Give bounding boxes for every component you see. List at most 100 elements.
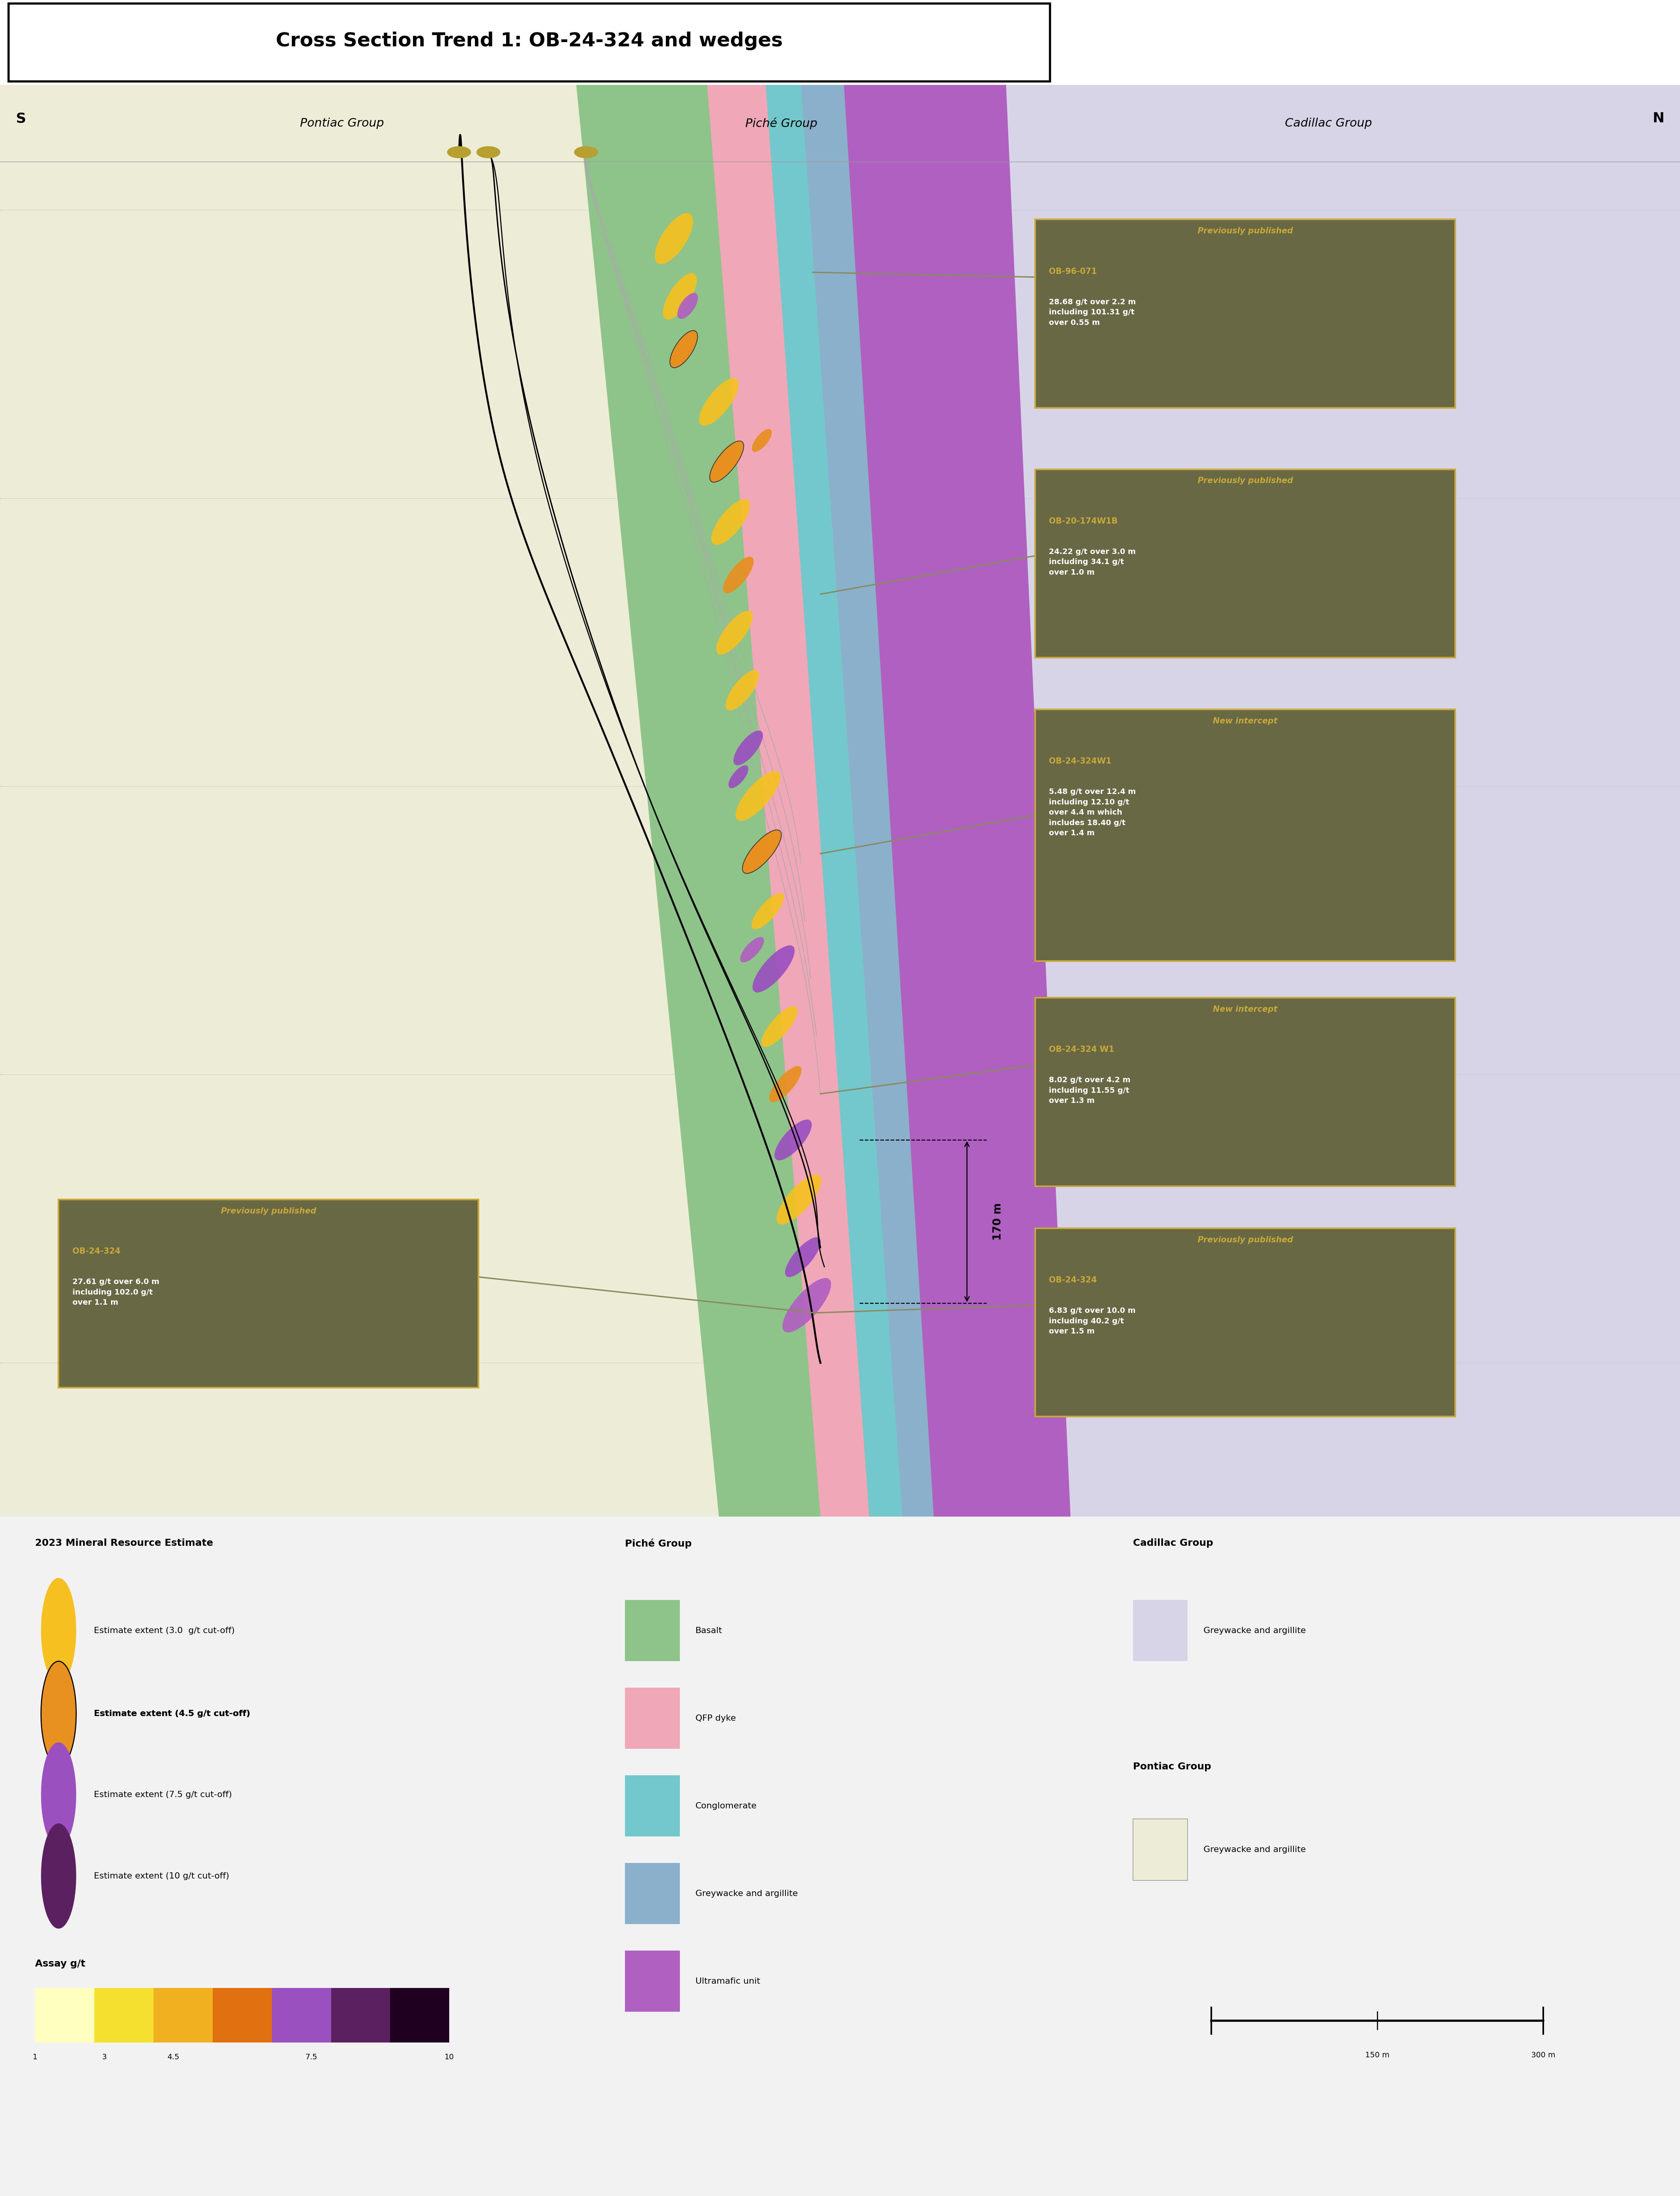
FancyBboxPatch shape <box>1132 1818 1188 1880</box>
Text: 3: 3 <box>102 2053 106 2060</box>
Ellipse shape <box>785 1236 822 1278</box>
Text: 4.5: 4.5 <box>166 2053 180 2060</box>
Ellipse shape <box>711 498 749 545</box>
Ellipse shape <box>726 670 759 712</box>
Text: Previously published: Previously published <box>1198 477 1294 485</box>
FancyBboxPatch shape <box>625 1862 680 1924</box>
Text: 170 m: 170 m <box>993 1203 1003 1241</box>
Ellipse shape <box>670 332 697 367</box>
Text: 27.61 g/t over 6.0 m
including 102.0 g/t
over 1.1 m: 27.61 g/t over 6.0 m including 102.0 g/t… <box>72 1278 160 1307</box>
Polygon shape <box>766 86 902 1517</box>
Ellipse shape <box>40 1579 76 1682</box>
Ellipse shape <box>699 378 739 426</box>
Ellipse shape <box>677 292 697 318</box>
FancyBboxPatch shape <box>625 1774 680 1836</box>
Text: Previously published: Previously published <box>220 1208 316 1214</box>
FancyBboxPatch shape <box>625 1601 680 1660</box>
Text: OB-20-174W1B: OB-20-174W1B <box>1048 518 1117 525</box>
Text: Cadillac Group: Cadillac Group <box>1132 1539 1213 1548</box>
Ellipse shape <box>40 1823 76 1928</box>
Text: 6.83 g/t over 10.0 m
including 40.2 g/t
over 1.5 m: 6.83 g/t over 10.0 m including 40.2 g/t … <box>1048 1307 1136 1335</box>
Polygon shape <box>707 86 869 1517</box>
FancyBboxPatch shape <box>272 1987 331 2042</box>
Text: OB-96-071: OB-96-071 <box>1048 268 1097 274</box>
Ellipse shape <box>761 1006 798 1047</box>
Text: Estimate extent (4.5 g/t cut-off): Estimate extent (4.5 g/t cut-off) <box>94 1711 250 1717</box>
Text: 5.48 g/t over 12.4 m
including 12.10 g/t
over 4.4 m which
includes 18.40 g/t
ove: 5.48 g/t over 12.4 m including 12.10 g/t… <box>1048 788 1136 837</box>
Polygon shape <box>576 86 1058 1517</box>
FancyBboxPatch shape <box>8 4 1050 81</box>
Ellipse shape <box>753 428 771 452</box>
Ellipse shape <box>783 1278 832 1333</box>
FancyBboxPatch shape <box>331 1987 390 2042</box>
Ellipse shape <box>743 830 781 874</box>
FancyBboxPatch shape <box>1035 709 1455 962</box>
Text: Estimate extent (3.0  g/t cut-off): Estimate extent (3.0 g/t cut-off) <box>94 1627 235 1634</box>
FancyBboxPatch shape <box>1035 1228 1455 1416</box>
Text: OB-24-324 W1: OB-24-324 W1 <box>1048 1045 1114 1054</box>
Text: Cadillac Group: Cadillac Group <box>1285 119 1373 130</box>
Text: New intercept: New intercept <box>1213 718 1278 725</box>
Ellipse shape <box>664 272 697 321</box>
Ellipse shape <box>709 441 744 483</box>
Text: 10: 10 <box>445 2053 454 2060</box>
Text: 24.22 g/t over 3.0 m
including 34.1 g/t
over 1.0 m: 24.22 g/t over 3.0 m including 34.1 g/t … <box>1048 549 1136 575</box>
Polygon shape <box>843 86 1070 1517</box>
Text: Pontiac Group: Pontiac Group <box>1132 1761 1211 1772</box>
Text: OB-24-324W1: OB-24-324W1 <box>1048 758 1112 764</box>
Ellipse shape <box>709 441 744 483</box>
FancyBboxPatch shape <box>35 1987 94 2042</box>
Ellipse shape <box>743 830 781 874</box>
Text: Piché Group: Piché Group <box>746 116 818 130</box>
Ellipse shape <box>751 894 785 929</box>
Text: Basalt: Basalt <box>696 1627 722 1634</box>
FancyBboxPatch shape <box>390 1987 449 2042</box>
Text: Previously published: Previously published <box>1198 226 1294 235</box>
FancyBboxPatch shape <box>625 1950 680 2012</box>
Text: 150 m: 150 m <box>1366 2051 1389 2058</box>
Text: Ultramafic unit: Ultramafic unit <box>696 1976 759 1985</box>
Ellipse shape <box>729 764 748 788</box>
Text: Pontiac Group: Pontiac Group <box>299 119 383 130</box>
Ellipse shape <box>774 1120 811 1159</box>
FancyBboxPatch shape <box>153 1987 213 2042</box>
FancyBboxPatch shape <box>1035 470 1455 657</box>
FancyBboxPatch shape <box>625 1687 680 1748</box>
Ellipse shape <box>741 938 764 962</box>
Ellipse shape <box>776 1175 822 1225</box>
Polygon shape <box>996 86 1680 1517</box>
Text: S: S <box>15 112 25 125</box>
Ellipse shape <box>40 1660 76 1766</box>
Text: Greywacke and argillite: Greywacke and argillite <box>1203 1847 1305 1853</box>
FancyBboxPatch shape <box>213 1987 272 2042</box>
Text: 7.5: 7.5 <box>306 2053 318 2060</box>
Circle shape <box>477 147 501 158</box>
Text: Estimate extent (7.5 g/t cut-off): Estimate extent (7.5 g/t cut-off) <box>94 1792 232 1799</box>
Text: New intercept: New intercept <box>1213 1006 1278 1012</box>
FancyBboxPatch shape <box>94 1987 153 2042</box>
Text: 8.02 g/t over 4.2 m
including 11.55 g/t
over 1.3 m: 8.02 g/t over 4.2 m including 11.55 g/t … <box>1048 1076 1131 1105</box>
Text: Piché Group: Piché Group <box>625 1539 692 1548</box>
Text: 1: 1 <box>32 2053 37 2060</box>
Text: Assay g/t: Assay g/t <box>35 1959 86 1968</box>
Text: Conglomerate: Conglomerate <box>696 1803 758 1810</box>
Ellipse shape <box>736 771 781 821</box>
Ellipse shape <box>734 731 763 766</box>
Text: N: N <box>1653 112 1665 125</box>
Ellipse shape <box>716 610 753 654</box>
Text: Cross Section Trend 1: OB-24-324 and wedges: Cross Section Trend 1: OB-24-324 and wed… <box>276 31 783 51</box>
Polygon shape <box>801 86 934 1517</box>
Text: QFP dyke: QFP dyke <box>696 1715 736 1722</box>
Text: Greywacke and argillite: Greywacke and argillite <box>1203 1627 1305 1634</box>
Text: OB-24-324: OB-24-324 <box>72 1247 121 1256</box>
Ellipse shape <box>40 1741 76 1847</box>
Text: 2023 Mineral Resource Estimate: 2023 Mineral Resource Estimate <box>35 1539 213 1548</box>
Text: Previously published: Previously published <box>1198 1236 1294 1243</box>
FancyBboxPatch shape <box>1035 997 1455 1186</box>
FancyBboxPatch shape <box>1132 1601 1188 1660</box>
Text: 300 m: 300 m <box>1530 2051 1556 2058</box>
Circle shape <box>575 147 598 158</box>
Text: OB-24-324: OB-24-324 <box>1048 1276 1097 1285</box>
Ellipse shape <box>655 213 694 264</box>
Ellipse shape <box>753 944 795 993</box>
